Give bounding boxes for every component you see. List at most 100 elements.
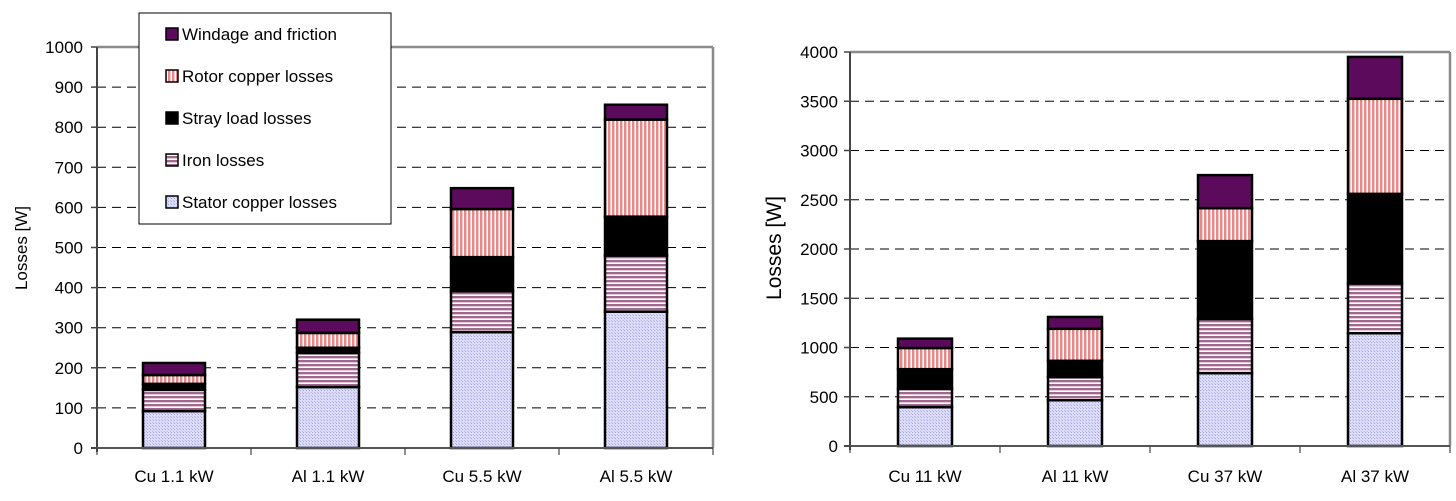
- bar-segment-rotor-copper: [896, 346, 954, 371]
- stacked-bar: [295, 318, 361, 450]
- y-tick-label: 200: [55, 359, 83, 378]
- legend-label-stator: Stator copper losses: [182, 193, 337, 212]
- bar-segment-stray-load: [603, 215, 669, 257]
- y-tick-label: 4000: [800, 43, 838, 62]
- x-tick-label: Al 5.5 kW: [600, 467, 673, 486]
- bar-segment-rotor-copper: [1046, 327, 1104, 363]
- bar-segment-rotor-copper: [1346, 97, 1404, 196]
- bar-segment-iron: [295, 351, 361, 389]
- y-tick-label: 1000: [45, 38, 83, 57]
- legend: Windage and friction Rotor copper losses…: [138, 12, 392, 225]
- legend-label-rotor: Rotor copper losses: [182, 67, 333, 86]
- y-tick-label: 900: [55, 78, 83, 97]
- bar-segment-stray-load: [896, 367, 954, 391]
- legend-label-iron: Iron losses: [182, 151, 264, 170]
- legend-label-windage: Windage and friction: [182, 25, 337, 44]
- bar-segment-windage-friction: [449, 186, 515, 211]
- x-axis-ticks-right: Cu 11 kW Al 11 kW Cu 37 kW Al 37 kW: [849, 446, 1451, 486]
- chart-right: 0 500 1000 1500 2000 2500 3000 3500 4000 Cu 11 k…: [763, 43, 1452, 486]
- legend-swatch-windage: [165, 27, 179, 41]
- y-tick-label: 3500: [800, 92, 838, 111]
- bar-segment-stator-copper: [141, 409, 207, 450]
- y-axis-ticks-left: 0 100 200 300 400 500 600 700 800 900 1000: [45, 38, 97, 458]
- bar-segment-stator-copper: [1046, 398, 1104, 448]
- stacked-bar: [141, 361, 207, 450]
- y-tick-label: 400: [55, 279, 83, 298]
- y-tick-label: 300: [55, 319, 83, 338]
- x-tick-label: Al 1.1 kW: [292, 467, 365, 486]
- legend-swatch-rotor: [165, 69, 179, 83]
- plot-frame-right: [844, 50, 1452, 450]
- bar-segment-rotor-copper: [449, 207, 515, 259]
- bar-segment-windage-friction: [1196, 173, 1254, 210]
- x-tick-label: Cu 1.1 kW: [134, 467, 213, 486]
- bar-segment-stator-copper: [1196, 371, 1254, 448]
- legend-swatch-stray: [165, 111, 179, 125]
- legend-swatch-stator: [165, 195, 179, 209]
- y-tick-label: 700: [55, 158, 83, 177]
- y-tick-label: 600: [55, 198, 83, 217]
- bar-segment-stator-copper: [449, 330, 515, 450]
- bar-segment-stator-copper: [1346, 331, 1404, 448]
- bar-segment-stator-copper: [896, 405, 954, 448]
- stacked-bar: [896, 337, 954, 448]
- bar-segment-iron: [141, 388, 207, 413]
- stacked-bar: [1196, 173, 1254, 448]
- bar-segment-stray-load: [1046, 359, 1104, 379]
- x-tick-label: Al 37 kW: [1341, 467, 1409, 486]
- y-tick-label: 500: [55, 239, 83, 258]
- stacked-bar: [1046, 315, 1104, 448]
- bar-segment-iron: [603, 254, 669, 313]
- y-axis-ticks-right: 0 500 1000 1500 2000 2500 3000 3500 4000: [800, 43, 850, 456]
- legend-item-windage: Windage and friction: [165, 25, 337, 44]
- chart-left: 0 100 200 300 400 500 600 700 800 900 1000 Cu 1.1 …: [12, 38, 715, 486]
- y-tick-label: 1000: [800, 339, 838, 358]
- bar-segment-windage-friction: [1346, 55, 1404, 101]
- y-tick-label: 3000: [800, 142, 838, 161]
- bar-segment-stray-load: [449, 255, 515, 293]
- bar-segment-rotor-copper: [295, 331, 361, 349]
- bar-segment-stator-copper: [603, 310, 669, 450]
- bars-left: [141, 103, 669, 450]
- bar-segment-windage-friction: [141, 361, 207, 377]
- x-tick-label: Cu 5.5 kW: [442, 467, 521, 486]
- y-tick-label: 500: [810, 388, 838, 407]
- y-tick-label: 0: [829, 437, 838, 456]
- y-tick-label: 2000: [800, 240, 838, 259]
- y-tick-label: 1500: [800, 289, 838, 308]
- stacked-bar: [603, 103, 669, 450]
- y-tick-label: 100: [55, 399, 83, 418]
- stacked-bar: [1346, 55, 1404, 448]
- bar-segment-windage-friction: [1046, 315, 1104, 331]
- legend-box: [138, 12, 392, 225]
- y-tick-label: 2500: [800, 191, 838, 210]
- legend-item-stator: Stator copper losses: [165, 193, 337, 212]
- stacked-bar: [449, 186, 515, 450]
- bar-segment-windage-friction: [603, 103, 669, 121]
- legend-label-stray: Stray load losses: [182, 109, 311, 128]
- bar-segment-iron: [1196, 317, 1254, 375]
- bar-segment-stray-load: [1346, 192, 1404, 285]
- bars-right: [896, 55, 1404, 448]
- y-tick-label: 0: [74, 439, 83, 458]
- bar-segment-rotor-copper: [603, 118, 669, 218]
- x-tick-label: Al 11 kW: [1042, 467, 1109, 486]
- y-axis-label-left: Losses [W]: [12, 206, 31, 290]
- bar-segment-stray-load: [1196, 239, 1254, 321]
- x-tick-label: Cu 11 kW: [888, 467, 961, 486]
- bar-segment-windage-friction: [896, 337, 954, 350]
- bar-segment-iron: [1346, 282, 1404, 335]
- legend-item-stray: Stray load losses: [165, 109, 311, 128]
- bar-segment-iron: [896, 387, 954, 409]
- x-axis-ticks-left: Cu 1.1 kW Al 1.1 kW Cu 5.5 kW Al 5.5 kW: [96, 448, 714, 486]
- bar-segment-stator-copper: [295, 385, 361, 450]
- bar-segment-windage-friction: [295, 318, 361, 335]
- legend-item-iron: Iron losses: [165, 151, 264, 170]
- bar-segment-rotor-copper: [141, 373, 207, 386]
- legend-swatch-iron: [165, 153, 179, 167]
- y-tick-label: 800: [55, 118, 83, 137]
- bar-segment-iron: [1046, 375, 1104, 402]
- x-tick-label: Cu 37 kW: [1188, 467, 1263, 486]
- bar-segment-iron: [449, 289, 515, 334]
